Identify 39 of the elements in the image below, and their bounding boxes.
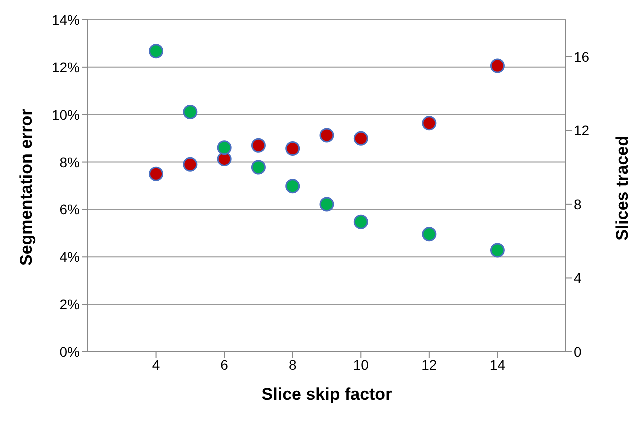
- y-axis-title: Segmentation error: [17, 108, 36, 266]
- point: [286, 179, 300, 194]
- y-tick-label: 6%: [60, 202, 80, 218]
- point: [149, 44, 164, 59]
- point: [320, 197, 334, 212]
- point: [251, 138, 266, 153]
- x-tick-label: 8: [288, 356, 297, 373]
- y-tick-label: 12%: [52, 59, 80, 76]
- y2-tick-label: 8: [574, 196, 582, 212]
- point: [490, 243, 505, 258]
- point: [183, 157, 198, 172]
- point: [251, 160, 266, 175]
- y2-tick-label: 12: [574, 122, 590, 139]
- y-tick-label: 14%: [52, 12, 80, 28]
- x-axis-title: Slice skip factor: [262, 385, 393, 404]
- point: [490, 58, 505, 74]
- y2-axis-title: Slices traced: [613, 136, 632, 241]
- point: [217, 140, 232, 156]
- point: [320, 128, 334, 143]
- y-tick-label: 2%: [60, 296, 80, 313]
- y-tick-label: 10%: [52, 106, 80, 123]
- point: [354, 214, 368, 230]
- point: [183, 104, 198, 120]
- point: [286, 142, 300, 156]
- x-tick-label: 6: [220, 356, 229, 373]
- point: [422, 116, 437, 131]
- x-tick-label: 12: [422, 356, 438, 373]
- y2-tick-label: 4: [574, 270, 582, 286]
- point: [354, 131, 368, 146]
- x-tick-label: 14: [490, 356, 506, 373]
- point: [149, 166, 164, 182]
- y2-tick-label: 0: [574, 344, 582, 360]
- point: [422, 227, 437, 242]
- y2-tick-label: 16: [574, 48, 590, 65]
- y-tick-label: 0%: [60, 344, 80, 360]
- y-tick-label: 8%: [60, 154, 80, 170]
- y-tick-label: 4%: [60, 249, 80, 266]
- x-tick-label: 4: [152, 356, 160, 373]
- x-tick-label: 10: [353, 356, 370, 373]
